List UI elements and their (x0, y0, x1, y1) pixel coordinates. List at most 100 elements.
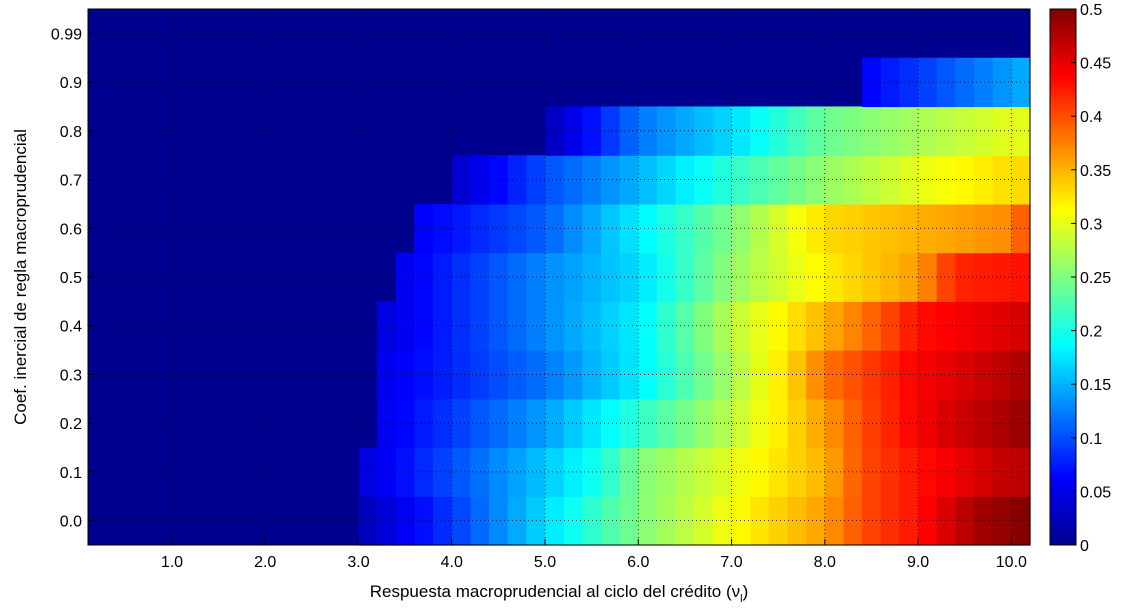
heatmap-cell (694, 447, 714, 497)
heatmap-cell (731, 350, 751, 400)
heatmap-cell (899, 398, 919, 449)
heatmap-cell (862, 496, 882, 546)
heatmap-cell (395, 447, 416, 497)
heatmap-cell (545, 155, 565, 205)
heatmap-cell (675, 301, 695, 351)
heatmap-cell (787, 155, 807, 205)
colorbar-tick-label: 0.1 (1080, 431, 1102, 448)
heatmap-cell (507, 350, 527, 400)
heatmap-cell (582, 252, 602, 302)
heatmap-cell (526, 203, 546, 254)
heatmap-cell (936, 447, 956, 497)
heatmap-cell (899, 155, 919, 205)
heatmap-cell (955, 496, 975, 546)
heatmap-cell (694, 252, 714, 302)
heatmap-cell (451, 203, 471, 254)
heatmap-cell (694, 496, 714, 546)
heatmap-cell (433, 447, 453, 497)
heatmap-cell (489, 203, 509, 254)
heatmap-cell (395, 496, 416, 546)
colorbar-tick-label: 0 (1080, 538, 1089, 555)
heatmap-cell (731, 398, 751, 449)
heatmap-cell (955, 350, 975, 400)
colorbar-ticks: 0 0.05 0.1 0.15 0.2 0.25 0.3 0.35 0.4 0.45 0.5 (1071, 2, 1111, 555)
heatmap-cell (899, 350, 919, 400)
heatmap-cell (563, 447, 583, 497)
colorbar-tick-label: 0.15 (1080, 377, 1111, 394)
heatmap-cell (862, 57, 882, 108)
heatmap-cell (656, 350, 677, 400)
heatmap-cell (600, 106, 621, 156)
heatmap-cell (992, 155, 1012, 205)
heatmap-cell (489, 155, 509, 205)
heatmap-cell (694, 106, 714, 156)
heatmap-cell (582, 496, 602, 546)
heatmap-cell (955, 203, 975, 254)
heatmap-cell (918, 106, 938, 156)
heatmap-cell (600, 203, 621, 254)
heatmap-cell (750, 398, 770, 449)
heatmap-cell (806, 155, 826, 205)
heatmap-cell (768, 155, 789, 205)
colorbar-tick-label: 0.05 (1080, 484, 1111, 501)
heatmap-cell (974, 301, 994, 351)
heatmap-cell (656, 252, 677, 302)
heatmap-cell (880, 350, 901, 400)
heatmap-cell (694, 301, 714, 351)
heatmap-cell (489, 252, 509, 302)
heatmap-cell (824, 350, 845, 400)
heatmap-cell (768, 252, 789, 302)
heatmap-cell (489, 447, 509, 497)
heatmap-cell (974, 350, 994, 400)
heatmap-cell (880, 252, 901, 302)
heatmap-cell (433, 350, 453, 400)
heatmap-cell (824, 301, 845, 351)
heatmap-cell (731, 447, 751, 497)
heatmap-cell (768, 496, 789, 546)
heatmap-cell (880, 155, 901, 205)
x-tick-label: 2.0 (254, 554, 276, 571)
colorbar-tick-label: 0.4 (1080, 109, 1102, 126)
heatmap-cell (918, 252, 938, 302)
heatmap-cell (750, 447, 770, 497)
heatmap-cell (843, 106, 863, 156)
heatmap-cell (545, 398, 565, 449)
heatmap-cell (787, 252, 807, 302)
heatmap-cell (918, 57, 938, 108)
heatmap-cell (545, 203, 565, 254)
x-tick-label: 4.0 (441, 554, 463, 571)
heatmap-cell (563, 252, 583, 302)
heatmap-cell (787, 203, 807, 254)
heatmap-cell (395, 252, 416, 302)
y-tick-label: 0.9 (60, 75, 82, 92)
heatmap-cell (806, 106, 826, 156)
heatmap-cell (526, 252, 546, 302)
heatmap-cell (563, 301, 583, 351)
heatmap-cell (750, 301, 770, 351)
x-tick-label: 8.0 (814, 554, 836, 571)
heatmap-cell (992, 398, 1012, 449)
heatmap-cells (358, 57, 1031, 546)
heatmap-cell (768, 301, 789, 351)
heatmap-cell (880, 203, 901, 254)
heatmap-cell (451, 447, 471, 497)
y-tick-label: 0.2 (60, 416, 82, 433)
heatmap-cell (582, 398, 602, 449)
heatmap-cell (377, 447, 397, 497)
heatmap-cell (600, 496, 621, 546)
heatmap-cell (712, 301, 733, 351)
heatmap-cell (843, 496, 863, 546)
heatmap-cell (731, 106, 751, 156)
heatmap-cell (843, 252, 863, 302)
heatmap-cell (656, 203, 677, 254)
heatmap-cell (563, 106, 583, 156)
heatmap-cell (675, 252, 695, 302)
x-tick-label: 5.0 (534, 554, 556, 571)
heatmap-cell (656, 398, 677, 449)
heatmap-cell (545, 447, 565, 497)
heatmap-cell (712, 203, 733, 254)
heatmap-cell (451, 155, 471, 205)
x-tick-label: 1.0 (161, 554, 183, 571)
heatmap-cell (694, 155, 714, 205)
heatmap-cell (918, 155, 938, 205)
